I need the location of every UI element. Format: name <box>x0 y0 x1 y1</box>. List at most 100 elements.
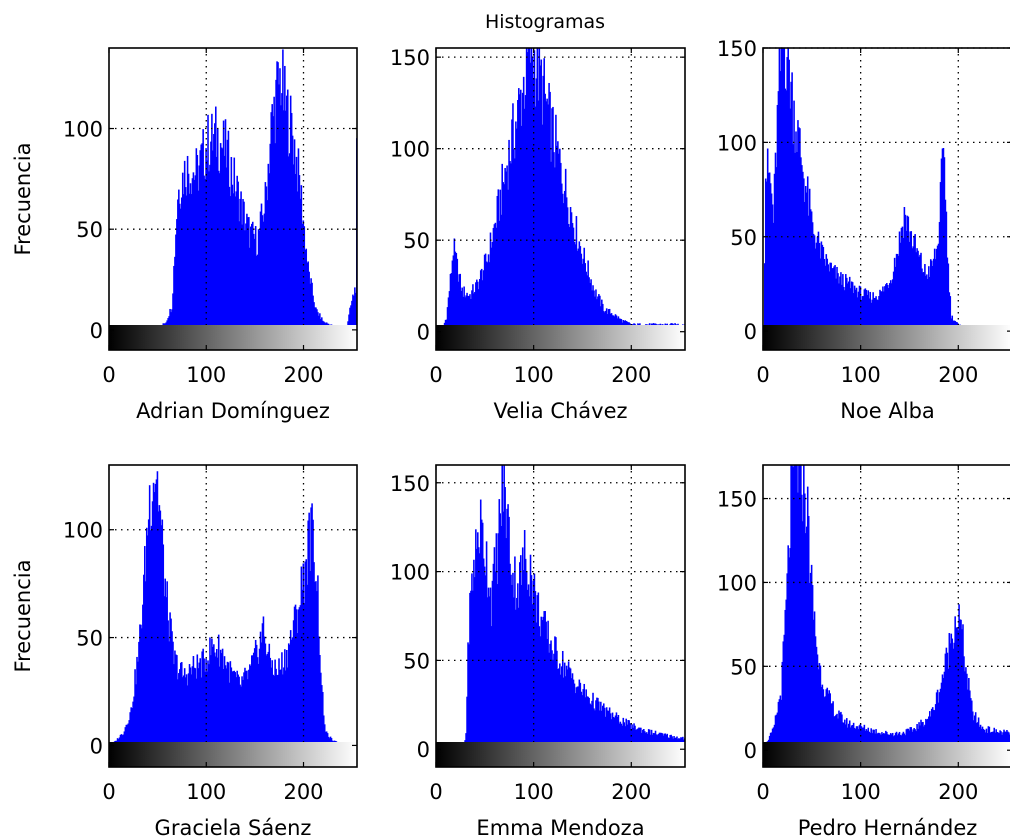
histogram-bar <box>468 295 470 332</box>
histogram-bar <box>275 668 277 746</box>
histogram-bar <box>249 247 251 330</box>
histogram-bar <box>543 58 545 332</box>
histogram-bar <box>592 285 594 332</box>
histogram-bar <box>577 248 580 332</box>
axes-frame <box>108 47 358 351</box>
histogram-bar <box>227 662 230 746</box>
y-tick-label: 150 <box>717 488 757 512</box>
histogram-bar <box>596 697 598 750</box>
histogram-bar <box>840 711 842 751</box>
histogram-bar <box>846 283 849 332</box>
histogram-bar <box>975 722 978 751</box>
histogram-bar <box>964 671 966 751</box>
histogram-bar <box>265 655 268 746</box>
histogram-bar <box>821 684 824 751</box>
histogram-bar <box>199 658 202 746</box>
histogram-bar <box>821 244 824 332</box>
histogram-bar <box>839 276 841 332</box>
histogram-bar <box>917 250 919 332</box>
histogram-bar <box>651 734 654 750</box>
histogram-bar <box>835 278 837 332</box>
histogram-bar <box>925 275 927 332</box>
histogram-bar <box>554 636 556 750</box>
histogram-bar <box>177 679 179 746</box>
histogram-bar <box>1004 731 1006 751</box>
histogram-bar <box>504 487 506 750</box>
histogram-bar <box>791 72 793 332</box>
histogram-bar <box>603 707 606 750</box>
histogram-bar <box>666 733 669 750</box>
x-tick-label: 200 <box>283 363 323 387</box>
histogram-bar <box>833 266 835 332</box>
histogram-bar <box>978 726 981 751</box>
histogram-bar <box>895 731 898 751</box>
histogram-bar <box>962 624 964 751</box>
histogram-bar <box>638 727 640 750</box>
histogram-bar <box>891 732 894 751</box>
histogram-bar <box>875 296 877 332</box>
histogram-bar <box>562 677 565 750</box>
histogram-bars <box>441 48 685 332</box>
histogram-bar <box>861 296 864 332</box>
histogram-bar <box>805 526 808 751</box>
histogram-bar <box>915 252 917 332</box>
histogram-bar <box>530 575 533 750</box>
histogram-bar <box>512 572 514 750</box>
histogram-bar <box>269 143 272 330</box>
histogram-bar <box>473 293 475 332</box>
histogram-bar <box>187 673 190 746</box>
histogram-bar <box>198 662 201 746</box>
histogram-bar <box>318 636 320 746</box>
histogram-bar <box>813 235 816 332</box>
histogram-bar <box>872 292 874 332</box>
histogram-bar <box>144 581 147 746</box>
histogram-bar <box>533 50 536 332</box>
histogram-bar <box>864 288 867 332</box>
histogram-bar <box>830 262 832 332</box>
histogram-bar <box>197 190 200 330</box>
histogram-bar <box>179 669 181 746</box>
histogram-bar <box>767 172 770 332</box>
histogram-bar <box>526 52 529 332</box>
y-tick-label: 100 <box>390 561 430 585</box>
histogram-bar <box>500 214 503 332</box>
histogram-bar <box>538 48 541 332</box>
histogram-bar <box>646 733 649 750</box>
histogram-bar <box>920 719 922 751</box>
histogram-bar <box>788 557 790 751</box>
histogram-bar <box>470 298 472 332</box>
histogram-bar <box>803 178 805 332</box>
histogram-bar <box>858 725 861 751</box>
histogram-bar <box>206 160 208 330</box>
histogram-bar <box>484 575 487 750</box>
histogram-bar <box>534 106 537 332</box>
histogram-bar <box>794 465 796 751</box>
histogram-bar <box>152 482 155 746</box>
histogram-bar <box>545 101 547 332</box>
x-tick-label: 0 <box>102 363 115 387</box>
histogram-bar <box>862 727 865 751</box>
histogram-bar <box>998 733 1000 751</box>
histogram-bar <box>945 647 948 751</box>
axes-frame <box>762 464 1010 768</box>
histogram-bar <box>513 149 515 332</box>
histogram-bar <box>636 729 638 750</box>
histogram-bar <box>986 733 989 751</box>
histogram-bar <box>811 222 814 332</box>
histogram-bar <box>118 737 121 746</box>
histogram-bar <box>538 626 541 750</box>
histogram-bar <box>193 667 196 746</box>
histogram-bar <box>175 234 177 330</box>
histogram-bar <box>125 724 128 746</box>
histogram-bar <box>612 315 615 332</box>
histogram-bar <box>573 683 576 750</box>
histogram-bar <box>607 309 610 332</box>
histogram-bar <box>154 483 157 746</box>
histogram-bar <box>352 294 354 330</box>
histogram-bar <box>189 183 192 330</box>
y-tick-label: 100 <box>717 571 757 595</box>
histogram-bar <box>929 259 932 332</box>
histogram-bar <box>488 596 491 750</box>
histogram-bar <box>654 730 657 750</box>
histogram-bar <box>260 642 263 746</box>
